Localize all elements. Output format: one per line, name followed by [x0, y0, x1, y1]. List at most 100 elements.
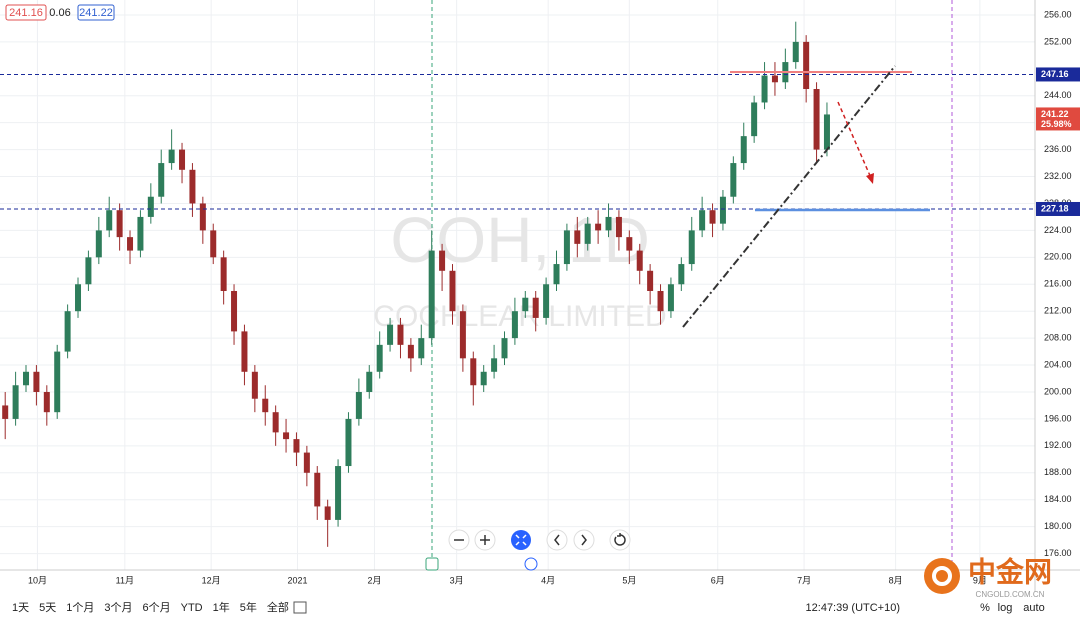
range-buttons: 1天 5天 1个月 3个月 6个月 YTD 1年 5年 全部: [12, 600, 289, 614]
price-label: 227.18: [1041, 203, 1069, 213]
reset[interactable]: [609, 529, 631, 551]
candle-body: [688, 230, 695, 265]
range-button[interactable]: YTD: [181, 602, 203, 614]
legend-open: 241.16: [9, 7, 43, 19]
candle-body: [584, 223, 591, 244]
y-tick-label: 236.00: [1044, 144, 1072, 154]
range-button[interactable]: 1年: [213, 600, 230, 614]
zoom-controls: [448, 529, 631, 551]
logo-icon: [932, 566, 952, 586]
toolbar: [0, 593, 1080, 626]
candle-body: [407, 344, 414, 359]
dividend-marker[interactable]: [524, 557, 538, 571]
percent-toggle[interactable]: %: [980, 602, 990, 614]
candle-body: [719, 196, 726, 224]
candle-body: [158, 163, 165, 197]
candle-body: [54, 351, 61, 413]
range-button[interactable]: 5年: [240, 600, 257, 614]
x-tick-label: 8月: [889, 575, 903, 585]
candle-body: [491, 358, 498, 372]
candle-body: [33, 371, 40, 392]
candle-body: [366, 371, 373, 392]
y-tick-label: 224.00: [1044, 225, 1072, 235]
reset-zoom[interactable]: [511, 530, 531, 550]
y-tick-label: 204.00: [1044, 359, 1072, 369]
candle-body: [95, 230, 102, 258]
logo-icon: [924, 558, 960, 594]
candle-body: [147, 196, 154, 217]
candle-body: [511, 311, 518, 339]
auto-toggle[interactable]: auto: [1023, 602, 1044, 614]
candle-body: [293, 439, 300, 453]
legend-change: 0.06: [49, 7, 70, 19]
candle-body: [283, 432, 290, 440]
y-tick-label: 244.00: [1044, 90, 1072, 100]
range-button[interactable]: 1个月: [66, 601, 94, 614]
range-button[interactable]: 3个月: [104, 601, 132, 614]
candle-body: [2, 405, 9, 419]
earnings-marker[interactable]: [425, 557, 439, 571]
x-tick-label: 2021: [287, 575, 307, 585]
x-tick-label: 9月: [973, 575, 987, 585]
y-tick-label: 232.00: [1044, 171, 1072, 181]
price-label-bg: [1036, 201, 1080, 216]
icon: [515, 534, 527, 546]
x-tick-label: 2月: [367, 575, 381, 585]
range-button[interactable]: 6个月: [143, 601, 171, 614]
candle-body: [501, 338, 508, 359]
y-tick-label: 208.00: [1044, 332, 1072, 342]
candle-body: [574, 230, 581, 244]
candle-body: [137, 216, 144, 251]
y-tick-label: 216.00: [1044, 279, 1072, 289]
last-change: 25.98%: [1041, 119, 1072, 129]
candle-body: [43, 391, 50, 413]
icon: [581, 534, 587, 546]
candle-body: [730, 163, 737, 197]
candle-body: [64, 311, 71, 352]
candle-body: [595, 223, 602, 231]
candle-body: [563, 230, 570, 265]
candle-body: [803, 41, 810, 90]
candle-body: [699, 210, 706, 231]
price-label: 247.16: [1041, 69, 1069, 79]
candle-body: [522, 297, 529, 312]
y-tick-label: 196.00: [1044, 413, 1072, 423]
scroll-left[interactable]: [546, 529, 568, 551]
candle-body: [314, 472, 321, 507]
candle-body: [387, 324, 394, 345]
y-tick-label: 256.00: [1044, 9, 1072, 19]
candle-body: [543, 284, 550, 318]
legend-box: [5, 4, 47, 21]
candle-body: [116, 210, 123, 238]
candle-body: [657, 290, 664, 312]
y-tick-label: 176.00: [1044, 548, 1072, 558]
scroll-right[interactable]: [573, 529, 595, 551]
candle-body: [345, 418, 352, 467]
range-button[interactable]: 全部: [267, 600, 289, 614]
legend-close: 241.22: [79, 7, 113, 19]
candle-body: [605, 216, 612, 231]
candle-body: [636, 250, 643, 271]
candle-body: [397, 324, 404, 345]
log-toggle[interactable]: log: [998, 602, 1013, 614]
arrow-head: [866, 173, 874, 184]
date-range-icon[interactable]: [293, 601, 307, 614]
x-tick-label: 7月: [797, 575, 811, 585]
candle-body: [179, 149, 186, 170]
last-price-bg: [1036, 107, 1080, 131]
candle-body: [231, 290, 238, 332]
x-tick-label: 6月: [711, 575, 725, 585]
candle-body: [12, 385, 19, 419]
candle-body: [678, 264, 685, 285]
candle-body: [355, 391, 362, 419]
range-button[interactable]: 5天: [39, 602, 56, 614]
range-button[interactable]: 1天: [12, 602, 29, 614]
y-tick-label: 188.00: [1044, 467, 1072, 477]
candle-body: [480, 371, 487, 386]
candle-body: [709, 210, 716, 224]
candle-body: [199, 203, 206, 231]
candle-body: [303, 452, 310, 473]
